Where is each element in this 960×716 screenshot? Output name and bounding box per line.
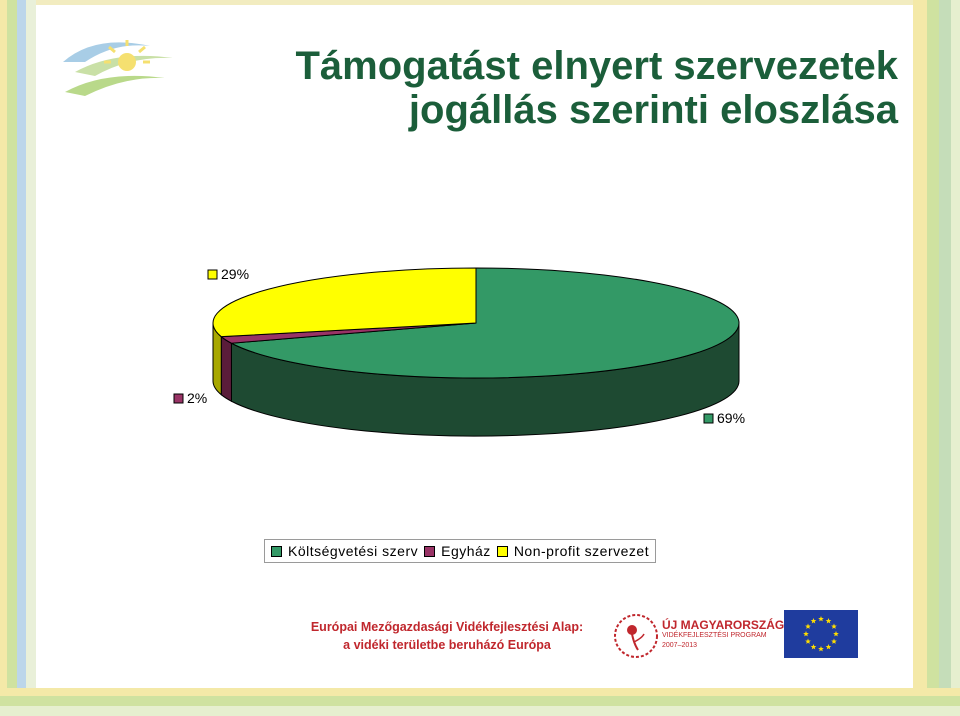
page-title: Támogatást elnyert szervezetek jogállás … — [258, 44, 899, 132]
program-years: 2007–2013 — [662, 642, 698, 649]
legend-item-nonprofit: Non-profit szervezet — [496, 543, 650, 559]
pie-slice-non-profit-szervezet — [212, 267, 477, 338]
data-label-text: 29% — [221, 266, 249, 282]
footer-line-2: a vidéki területbe beruházó Európa — [343, 638, 551, 652]
legend-item-egyhaz: Egyház — [424, 543, 491, 559]
data-label-text: 69% — [717, 410, 745, 426]
frame-left-stripe-yellow — [0, 0, 7, 716]
frame-left-stripe-blue — [17, 0, 26, 716]
frame-right-stripe-yellow — [913, 0, 927, 716]
legend-swatch — [271, 545, 282, 557]
eu-star-icon — [831, 638, 837, 644]
eu-star-icon — [831, 623, 837, 629]
frame-left-stripe-green — [7, 0, 17, 716]
pie-slice-k-lts-gvet-si-szerv — [229, 267, 740, 379]
frame-bottom-stripe-green — [0, 696, 960, 706]
frame-right-stripe-pale — [951, 0, 960, 716]
legend-label: Egyház — [441, 543, 491, 559]
legend-swatch — [424, 545, 436, 557]
pie-top-faces — [212, 267, 740, 379]
frame-bottom-stripe-yellow — [0, 688, 960, 696]
eu-star-icon — [810, 643, 817, 650]
title-line-1: Támogatást elnyert szervezetek — [295, 44, 899, 88]
data-label-0: 69% — [703, 410, 745, 426]
title-line-2: jogállás szerinti eloszlása — [408, 88, 898, 132]
data-label-swatch — [703, 413, 714, 424]
data-label-text: 2% — [187, 390, 207, 406]
frame-top-stripe — [0, 0, 960, 5]
frame-left-stripe-pale — [26, 0, 36, 716]
eu-star-icon — [803, 631, 809, 637]
chart-legend: Költségvetési szerv Egyház Non-profit sz… — [264, 539, 657, 563]
data-label-1: 2% — [173, 390, 207, 406]
eu-star-icon — [810, 618, 817, 624]
sun-logo-icon — [63, 40, 173, 96]
frame-bottom-stripe-pale — [0, 706, 960, 716]
program-title: ÚJ MAGYARORSZÁG — [662, 618, 785, 632]
frame-right-stripe-blue — [939, 0, 951, 716]
program-subtitle: VIDÉKFEJLESZTÉSI PROGRAM — [662, 632, 767, 639]
pie-slice-side-1 — [220, 335, 232, 403]
flower-logo-icon — [614, 614, 658, 658]
frame-right-stripe-green — [927, 0, 939, 716]
eu-flag-icon — [784, 610, 858, 658]
data-label-2: 29% — [207, 266, 249, 282]
legend-item-koltsegvetesi: Költségvetési szerv — [271, 543, 418, 559]
footer-line-1: Európai Mezőgazdasági Vidékfejlesztési A… — [310, 620, 584, 634]
legend-label: Költségvetési szerv — [288, 543, 419, 559]
data-label-swatch — [173, 393, 184, 404]
legend-swatch — [496, 545, 508, 557]
footer-funding-text: Európai Mezőgazdasági Vidékfejlesztési A… — [306, 618, 588, 654]
eu-star-icon — [825, 618, 832, 624]
eu-star-icon — [805, 638, 811, 644]
eu-star-icon — [825, 643, 832, 650]
data-label-swatch — [207, 269, 218, 280]
eu-star-icon — [818, 646, 824, 652]
eu-star-icon — [818, 616, 824, 622]
legend-label: Non-profit szervezet — [513, 543, 650, 559]
eu-star-icon — [833, 631, 839, 637]
eu-star-icon — [805, 623, 811, 629]
